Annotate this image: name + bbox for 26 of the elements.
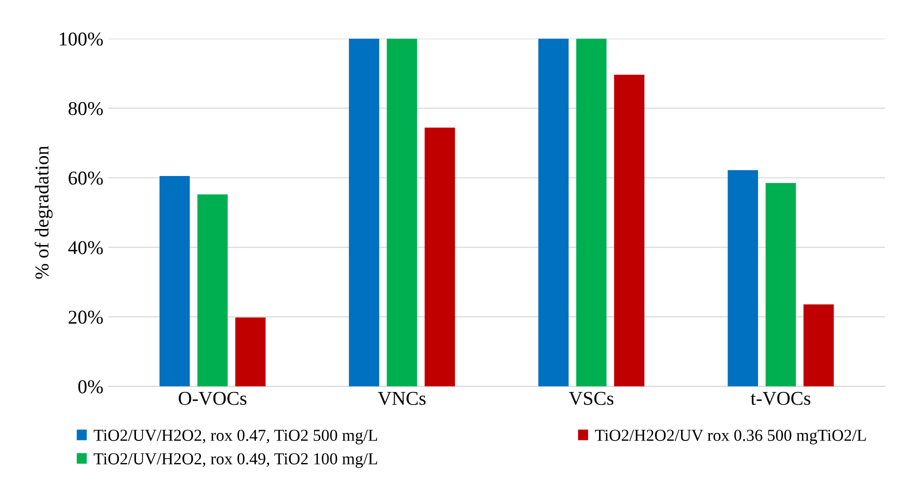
x-tick-label: O-VOCs bbox=[178, 392, 246, 406]
bar bbox=[235, 318, 266, 386]
bar bbox=[538, 38, 569, 386]
legend-label: TiO2/H2O2/UV rox 0.36 500 mgTiO2/L bbox=[595, 430, 866, 444]
y-axis-title: % of degradation bbox=[34, 146, 53, 279]
legend-label: TiO2/UV/H2O2, rox 0.47, TiO2 500 mg/L bbox=[94, 430, 378, 444]
legend-label: TiO2/UV/H2O2, rox 0.49, TiO2 100 mg/L bbox=[94, 453, 378, 468]
y-tick-label: 60% bbox=[68, 172, 103, 185]
bar bbox=[424, 128, 455, 386]
bar bbox=[728, 170, 758, 386]
y-tick-label: 40% bbox=[68, 241, 103, 254]
y-tick-label: 100% bbox=[60, 32, 103, 46]
y-tick-label: 20% bbox=[68, 310, 103, 324]
y-tick-label: 0% bbox=[78, 380, 103, 394]
bar bbox=[386, 38, 418, 386]
bar bbox=[348, 38, 380, 386]
bar bbox=[576, 38, 607, 386]
bar bbox=[160, 176, 190, 386]
x-tick-label: VNCs bbox=[378, 392, 426, 406]
x-tick-label: t-VOCs bbox=[750, 392, 810, 406]
x-tick-label: VSCs bbox=[568, 392, 614, 406]
bar bbox=[197, 194, 228, 386]
bar bbox=[614, 74, 644, 386]
bar bbox=[803, 304, 834, 386]
y-tick-label: 80% bbox=[68, 102, 103, 116]
bar bbox=[766, 182, 796, 386]
